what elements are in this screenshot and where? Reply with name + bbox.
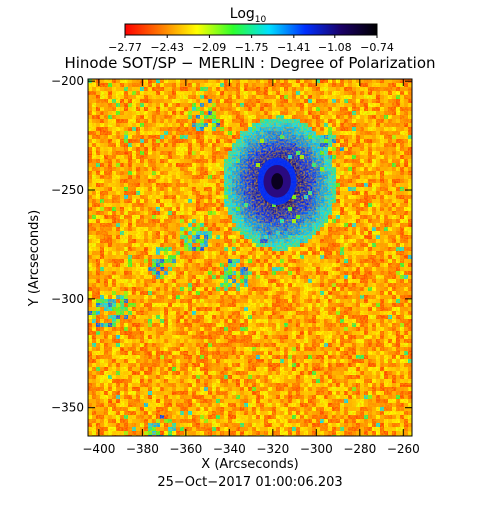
colorbar-gradient (124, 23, 378, 36)
chart-title: Hinode SOT/SP − MERLIN : Degree of Polar… (64, 54, 435, 72)
colorbar-tick-label: −1.41 (277, 41, 311, 54)
colorbar-title: Log10 (230, 6, 267, 25)
colorbar-tick-label: −2.77 (108, 41, 142, 54)
colorbar: Log10 −2.77 −2.43 −2.09 −1.75 −1.41 −1.08 −0.7… (108, 6, 394, 54)
colorbar-tick-label: −1.75 (235, 41, 269, 54)
colorbar-tick-label: −1.08 (318, 41, 352, 54)
colorbar-tick-label: −2.09 (193, 41, 227, 54)
plot-area (88, 79, 412, 436)
colorbar-ticks: −2.77 −2.43 −2.09 −1.75 −1.41 −1.08 −0.74 (108, 35, 394, 54)
colorbar-tick-label: −0.74 (360, 41, 394, 54)
colorbar-tick-label: −2.43 (150, 41, 184, 54)
